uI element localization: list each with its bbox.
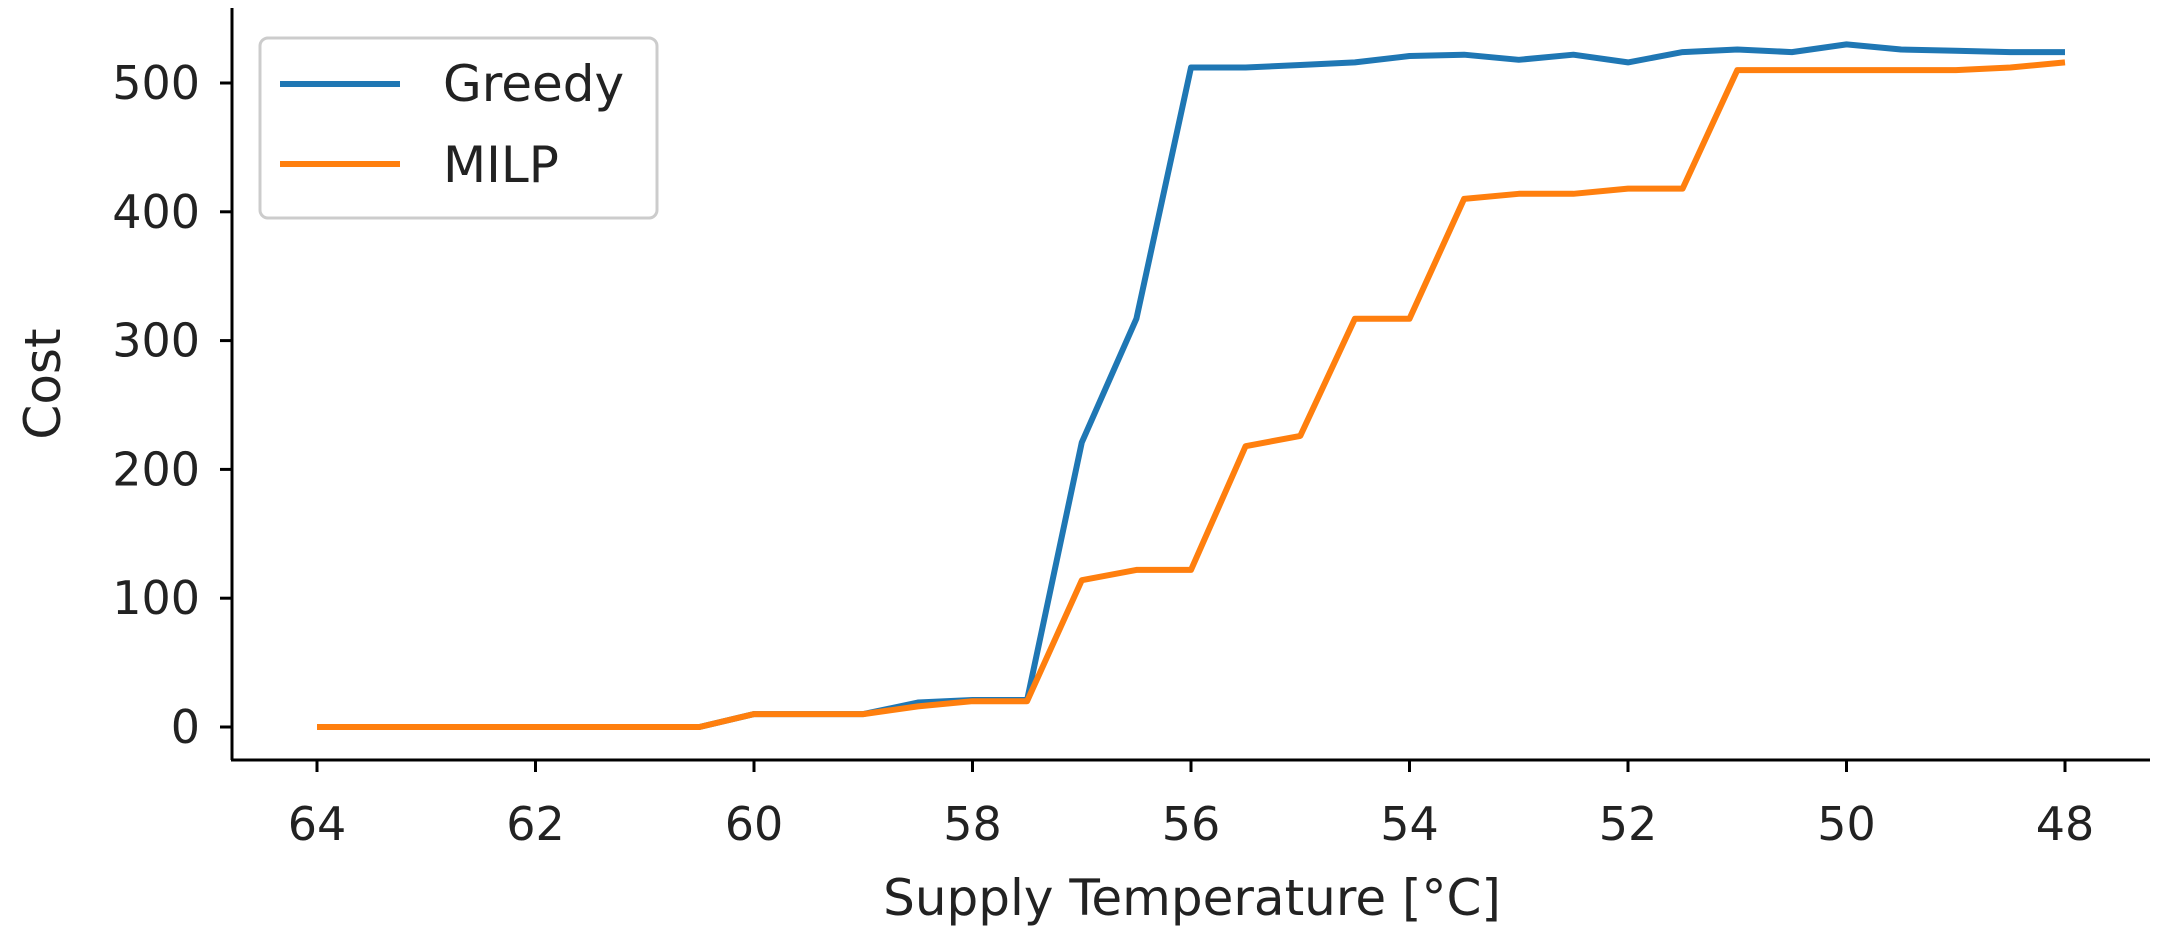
y-tick-label: 100: [112, 571, 200, 625]
x-tick-label: 50: [1817, 797, 1876, 851]
legend-label-greedy: Greedy: [443, 55, 624, 113]
legend: Greedy MILP: [258, 36, 659, 220]
y-tick-label: 300: [112, 314, 200, 368]
y-tick-label: 0: [171, 700, 200, 754]
x-axis-label: Supply Temperature [°C]: [883, 869, 1501, 927]
y-tick-label: 200: [112, 442, 200, 496]
x-tick-label: 52: [1599, 797, 1658, 851]
y-tick-label: 500: [112, 56, 200, 110]
series-line-milp: [317, 59, 2066, 730]
x-tick-label: 48: [2036, 797, 2095, 851]
x-tick-label: 56: [1162, 797, 1221, 851]
x-tick-label: 64: [288, 797, 347, 851]
y-axis-label: Cost: [14, 328, 72, 439]
x-tick-label: 58: [943, 797, 1002, 851]
x-tick-label: 60: [725, 797, 784, 851]
axis-ticks: 64 62 60 58 56 54 52 50 48 0 100 200 300 400 500: [112, 56, 2094, 851]
x-tick-label: 54: [1380, 797, 1439, 851]
series-lines: [317, 41, 2066, 730]
legend-label-milp: MILP: [443, 136, 559, 194]
y-tick-label: 400: [112, 185, 200, 239]
x-tick-label: 62: [506, 797, 565, 851]
